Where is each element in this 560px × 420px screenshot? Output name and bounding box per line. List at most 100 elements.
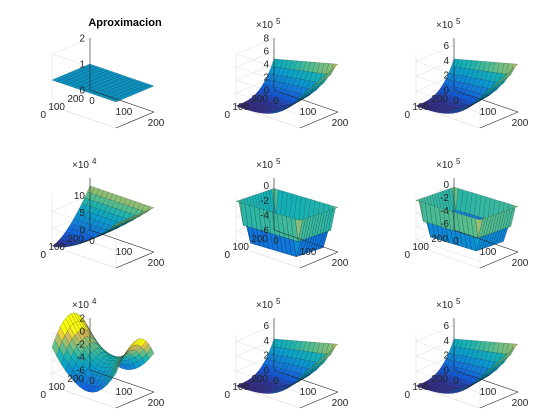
y-tick-label: 0: [404, 110, 410, 121]
z-tick-label: 1: [79, 60, 85, 71]
x-tick-label: 0: [273, 236, 279, 247]
z-tick-label: 6: [263, 321, 269, 332]
y-tick-label: 0: [224, 110, 230, 121]
y-axis-line: [299, 251, 339, 269]
z-tick-label: -2: [76, 340, 85, 351]
z-tick-label: 0: [263, 366, 269, 377]
exponent-label: ×10: [72, 300, 89, 311]
y-axis-line: [479, 111, 519, 129]
z-tick-label: 0: [443, 180, 449, 191]
exponent-label: ×10: [72, 160, 89, 171]
x-axis-line: [89, 369, 155, 393]
z-tick-label: 0: [263, 86, 269, 97]
z-tick-label: 0: [443, 86, 449, 97]
z-tick-label: 5: [79, 208, 85, 219]
x-tick-label: 100: [480, 387, 497, 398]
x-tick-label: 0: [89, 236, 95, 247]
x-axis-line: [273, 89, 339, 113]
surface-face: [475, 218, 483, 239]
y-tick-label: 100: [232, 382, 249, 393]
x-tick-label: 200: [332, 398, 349, 409]
z-tick-label: 4: [263, 336, 269, 347]
x-tick-label: 200: [148, 398, 165, 409]
x-axis-line: [453, 369, 519, 393]
x-tick-label: 100: [300, 107, 317, 118]
exponent-value: 5: [456, 17, 461, 26]
z-tick-label: 4: [263, 60, 269, 71]
y-tick-label: 200: [67, 374, 84, 385]
y-tick-label: 100: [48, 242, 65, 253]
x-tick-label: 0: [453, 376, 459, 387]
z-tick-label: 2: [443, 71, 449, 82]
exponent-value: 4: [92, 157, 97, 166]
y-axis-line: [115, 391, 155, 409]
x-tick-label: 0: [89, 376, 95, 387]
z-tick-label: 8: [263, 34, 269, 45]
surface-face: [295, 218, 303, 242]
x-tick-label: 100: [116, 387, 133, 398]
y-axis-line: [479, 391, 519, 409]
z-tick-label: 0: [79, 226, 85, 237]
x-tick-label: 0: [273, 96, 279, 107]
z-tick-label: 0: [79, 86, 85, 97]
y-tick-label: 200: [431, 94, 448, 105]
x-tick-label: 200: [332, 258, 349, 269]
z-tick-label: 2: [79, 34, 85, 45]
exponent-label: ×10: [436, 20, 453, 31]
y-tick-label: 0: [224, 390, 230, 401]
x-tick-label: 100: [116, 247, 133, 258]
z-tick-label: 2: [263, 73, 269, 84]
x-axis-line: [453, 229, 519, 253]
exponent-value: 5: [456, 297, 461, 306]
exponent-label: ×10: [436, 300, 453, 311]
surface-face: [111, 99, 120, 103]
x-axis-line: [273, 369, 339, 393]
z-tick-label: -4: [76, 353, 85, 364]
y-tick-label: 0: [40, 250, 46, 261]
y-tick-label: 0: [404, 390, 410, 401]
y-axis-line: [299, 391, 339, 409]
x-tick-label: 100: [300, 247, 317, 258]
z-tick-label: 4: [443, 56, 449, 67]
exponent-value: 5: [276, 17, 281, 26]
x-tick-label: 0: [273, 376, 279, 387]
z-tick-label: 0: [263, 181, 269, 192]
x-tick-label: 100: [480, 107, 497, 118]
exponent-value: 5: [276, 297, 281, 306]
surface-face: [111, 366, 119, 380]
y-tick-label: 200: [67, 94, 84, 105]
y-axis-line: [115, 251, 155, 269]
x-tick-label: 200: [512, 258, 529, 269]
y-tick-label: 200: [431, 374, 448, 385]
x-axis-line: [273, 229, 339, 253]
exponent-value: 5: [456, 157, 461, 166]
x-tick-label: 200: [332, 118, 349, 129]
x-tick-label: 200: [148, 118, 165, 129]
y-tick-label: 0: [40, 390, 46, 401]
x-tick-label: 0: [89, 96, 95, 107]
exponent-value: 5: [276, 157, 281, 166]
x-tick-label: 200: [148, 258, 165, 269]
y-tick-label: 100: [232, 102, 249, 113]
y-tick-label: 100: [232, 242, 249, 253]
z-tick-label: 4: [443, 336, 449, 347]
x-axis-line: [453, 89, 519, 113]
z-tick-label: -6: [76, 366, 85, 377]
exponent-label: ×10: [256, 20, 273, 31]
y-tick-label: 0: [404, 250, 410, 261]
x-tick-label: 0: [453, 236, 459, 247]
z-tick-label: 6: [443, 321, 449, 332]
z-tick-label: -2: [440, 193, 449, 204]
y-tick-label: 100: [412, 102, 429, 113]
x-axis-line: [89, 229, 155, 253]
y-tick-label: 100: [412, 242, 429, 253]
exponent-label: ×10: [436, 160, 453, 171]
z-tick-label: 0: [443, 366, 449, 377]
y-tick-label: 100: [412, 382, 429, 393]
